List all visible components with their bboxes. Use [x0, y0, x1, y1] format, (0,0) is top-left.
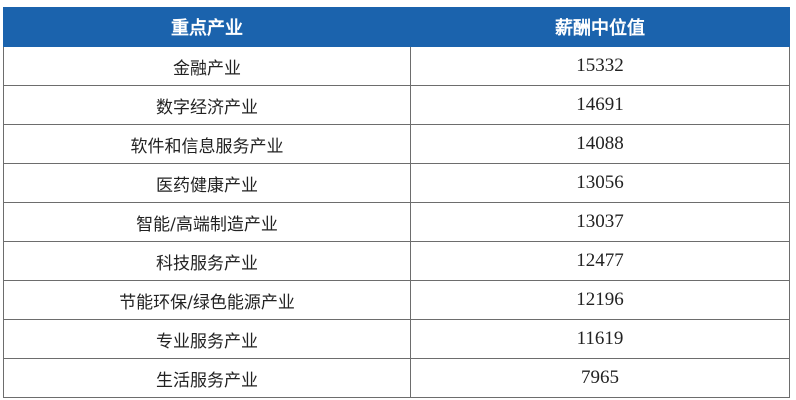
table-row: 金融产业 15332 [3, 46, 790, 86]
median-salary-cell: 12196 [410, 280, 790, 320]
median-salary-cell: 14691 [410, 85, 790, 125]
table-row: 科技服务产业 12477 [3, 241, 790, 281]
table-row: 智能/高端制造产业 13037 [3, 202, 790, 242]
table-row: 数字经济产业 14691 [3, 85, 790, 125]
median-salary-cell: 15332 [410, 46, 790, 86]
median-salary-cell: 14088 [410, 124, 790, 164]
industry-cell: 生活服务产业 [3, 358, 411, 398]
industry-cell: 软件和信息服务产业 [3, 124, 411, 164]
header-median-salary: 薪酬中位值 [410, 7, 790, 47]
industry-cell: 数字经济产业 [3, 85, 411, 125]
industry-cell: 金融产业 [3, 46, 411, 86]
industry-cell: 智能/高端制造产业 [3, 202, 411, 242]
salary-table: 重点产业 薪酬中位值 金融产业 15332 数字经济产业 14691 软件和信息服务产业… [3, 7, 790, 398]
industry-cell: 科技服务产业 [3, 241, 411, 281]
table-row: 节能环保/绿色能源产业 12196 [3, 280, 790, 320]
median-salary-cell: 13037 [410, 202, 790, 242]
table-row: 生活服务产业 7965 [3, 358, 790, 398]
header-row: 重点产业 薪酬中位值 [3, 7, 790, 47]
median-salary-cell: 13056 [410, 163, 790, 203]
table-row: 专业服务产业 11619 [3, 319, 790, 359]
industry-cell: 医药健康产业 [3, 163, 411, 203]
industry-cell: 专业服务产业 [3, 319, 411, 359]
median-salary-cell: 12477 [410, 241, 790, 281]
table-row: 软件和信息服务产业 14088 [3, 124, 790, 164]
industry-cell: 节能环保/绿色能源产业 [3, 280, 411, 320]
header-industry: 重点产业 [3, 7, 411, 47]
median-salary-cell: 7965 [410, 358, 790, 398]
table-row: 医药健康产业 13056 [3, 163, 790, 203]
median-salary-cell: 11619 [410, 319, 790, 359]
